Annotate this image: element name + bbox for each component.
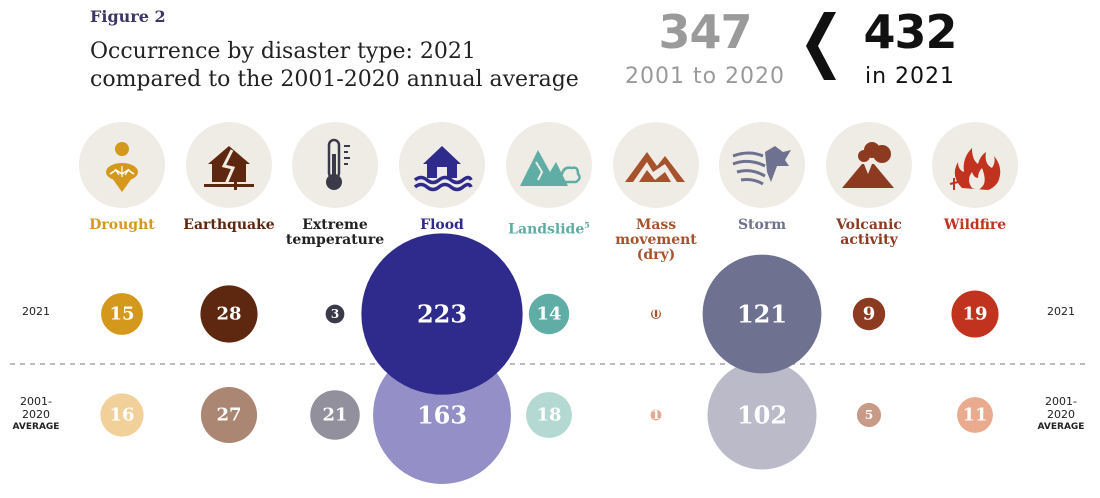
value-label-average-mass-movement-dry: 1 [652, 408, 660, 422]
label-drought: Drought [89, 217, 155, 233]
value-label-average-wildfire: 11 [962, 405, 987, 426]
chart-title: Occurrence by disaster type: 2021 compar… [90, 38, 630, 94]
row-label-2021-right: 2021 [1047, 305, 1075, 318]
value-label-2021-earthquake: 28 [216, 304, 241, 325]
label-extreme-temperature: Extreme temperature [285, 217, 385, 248]
value-label-average-drought: 16 [109, 405, 134, 426]
row-label-average-right: 2001- 2020 AVERAGE [1037, 395, 1085, 432]
value-label-2021-drought: 15 [109, 304, 134, 325]
bubble-2021-mass-movement-dry [651, 309, 661, 319]
bubble-average-wildfire [957, 397, 993, 433]
bubble-average-landslide [526, 392, 572, 438]
earthquake-icon [186, 122, 272, 208]
bubble-average-mass-movement-dry [650, 409, 662, 421]
value-label-average-flood: 163 [417, 401, 467, 430]
bubble-2021-flood [361, 233, 523, 395]
bubble-2021-extreme-temperature [325, 304, 345, 324]
volcano-icon [826, 122, 912, 208]
label-earthquake: Earthquake [183, 217, 275, 233]
bubble-2021-landslide [528, 293, 570, 335]
bubble-2021-earthquake [200, 285, 258, 343]
bubble-2021-storm [702, 254, 822, 374]
bubble-average-drought [100, 393, 144, 437]
previous-total-value: 347 [658, 5, 752, 59]
label-wildfire: Wildfire [943, 217, 1007, 233]
bubble-average-earthquake [200, 386, 258, 444]
drought-icon [79, 122, 165, 208]
mass-movement-icon [613, 122, 699, 208]
bubble-2021-wildfire [951, 290, 999, 338]
row-label-2021-left: 2021 [22, 305, 50, 318]
label-volcanic-activity: Volcanic activity [836, 217, 902, 248]
current-total-label: in 2021 [864, 64, 956, 89]
landslide-footnote: 5 [584, 220, 590, 230]
value-label-2021-landslide: 14 [536, 304, 561, 325]
bubble-average-volcanic-activity [856, 402, 882, 428]
value-label-2021-wildfire: 19 [962, 304, 987, 325]
bubble-2021-drought [101, 293, 143, 335]
label-storm: Storm [737, 217, 787, 233]
value-label-2021-storm: 121 [737, 300, 787, 329]
label-landslide: Landslide5 [508, 220, 590, 238]
landslide-icon [506, 122, 592, 208]
value-label-average-extreme-temperature: 21 [322, 405, 347, 426]
chart-title-line2: compared to the 2001-2020 annual average [90, 67, 579, 92]
thermometer-icon [292, 122, 378, 208]
current-total-value: 432 [863, 5, 957, 59]
previous-total-label: 2001 to 2020 [624, 64, 786, 89]
value-label-2021-volcanic-activity: 9 [863, 304, 876, 325]
row-label-average-left: 2001- 2020 AVERAGE [12, 395, 60, 432]
value-label-average-volcanic-activity: 5 [865, 408, 873, 422]
figure-label: Figure 2 [90, 7, 166, 26]
flood-icon [399, 122, 485, 208]
label-mass-movement: Mass movement (dry) [615, 217, 697, 263]
wildfire-icon [932, 122, 1018, 208]
bubble-2021-volcanic-activity [852, 297, 886, 331]
value-label-average-storm: 102 [737, 401, 787, 430]
value-label-2021-extreme-temperature: 3 [331, 307, 339, 321]
value-label-average-landslide: 18 [536, 405, 561, 426]
bubble-average-extreme-temperature [310, 390, 360, 440]
chart-title-line1: Occurrence by disaster type: 2021 [90, 39, 476, 64]
storm-icon [719, 122, 805, 208]
bubble-average-storm [707, 360, 817, 470]
label-flood: Flood [420, 217, 464, 233]
less-than-chevron-icon [806, 12, 836, 80]
value-label-average-earthquake: 27 [216, 405, 241, 426]
value-label-2021-mass-movement-dry: 0 [652, 307, 660, 321]
value-label-2021-flood: 223 [417, 300, 467, 329]
